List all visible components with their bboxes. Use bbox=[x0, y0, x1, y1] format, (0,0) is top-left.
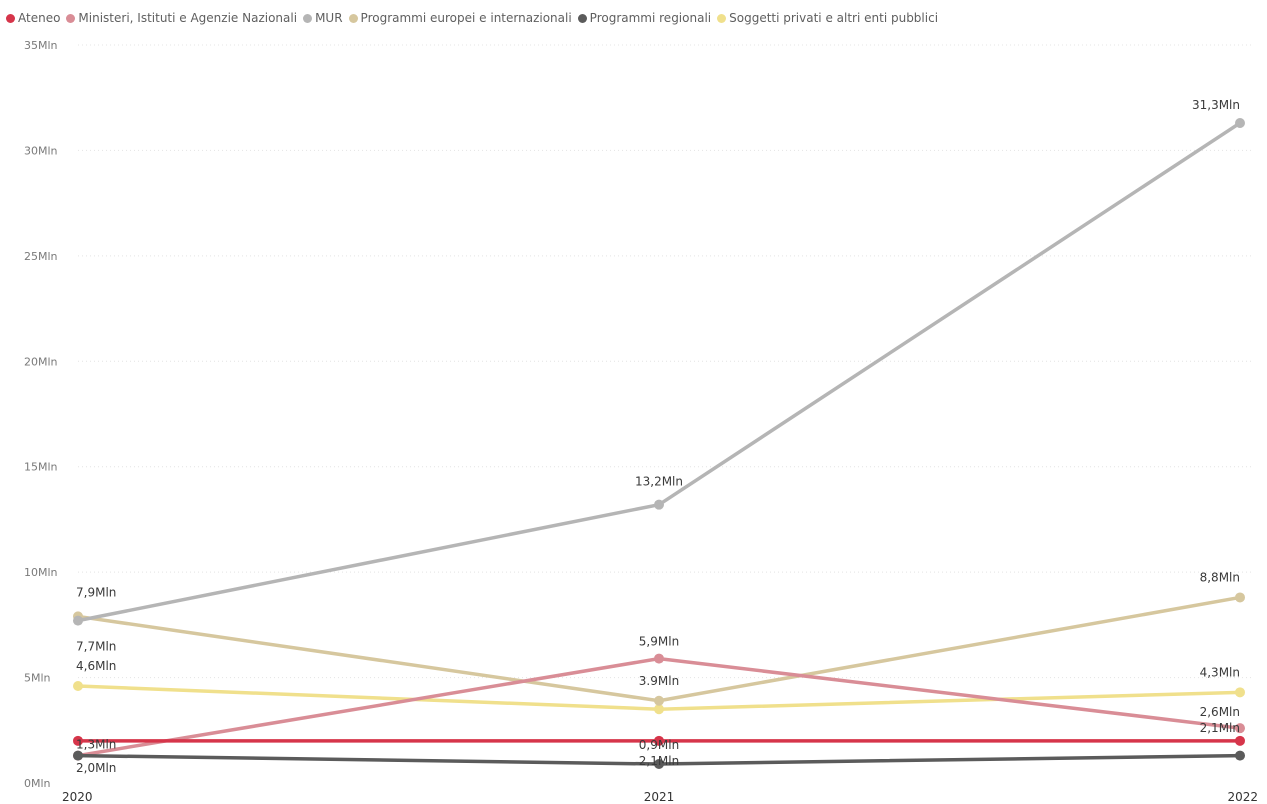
legend-marker bbox=[348, 13, 358, 23]
legend-marker bbox=[66, 13, 76, 23]
legend-label: Programmi europei e internazionali bbox=[360, 11, 572, 25]
data-label-layer: 2,0Mln 2,1Mln 2,1Mln 1,3Mln 5,9Mln 2,6Mln 7,7M… bbox=[76, 98, 1240, 775]
legend-item[interactable]: Ministeri, Istituti e Agenzie Nazionali bbox=[66, 11, 297, 25]
data-label: 2,1Mln bbox=[639, 754, 679, 768]
legend-label: Ateneo bbox=[18, 11, 61, 25]
x-tick-label: 2021 bbox=[644, 790, 675, 804]
data-point[interactable] bbox=[654, 695, 664, 706]
series-2 bbox=[73, 118, 1245, 626]
data-label: 4,3Mln bbox=[1200, 665, 1240, 679]
y-tick-label: 5Mln bbox=[24, 672, 51, 685]
legend-item[interactable]: Ateneo bbox=[6, 11, 60, 25]
data-point[interactable] bbox=[1235, 592, 1245, 603]
data-point[interactable] bbox=[73, 615, 83, 626]
data-point[interactable] bbox=[654, 704, 664, 715]
data-label: 31,3Mln bbox=[1192, 98, 1240, 112]
series-0 bbox=[73, 735, 1245, 746]
legend-label: Programmi regionali bbox=[589, 11, 712, 25]
x-tick-label: 2020 bbox=[62, 790, 93, 804]
y-tick-label: 0Mln bbox=[24, 777, 51, 790]
y-tick-label: 20Mln bbox=[24, 355, 58, 368]
data-point[interactable] bbox=[654, 653, 664, 664]
legend-item[interactable]: Programmi regionali bbox=[577, 11, 712, 25]
data-label: 3.9Mln bbox=[639, 674, 679, 688]
data-point[interactable] bbox=[654, 499, 664, 510]
series-4 bbox=[73, 750, 1245, 770]
y-tick-label: 25Mln bbox=[24, 250, 58, 263]
data-label: 13,2Mln bbox=[635, 475, 683, 489]
data-point[interactable] bbox=[73, 735, 83, 746]
x-tick-label: 2022 bbox=[1227, 790, 1258, 804]
legend-label: MUR bbox=[315, 11, 343, 25]
data-label: 2,6Mln bbox=[1200, 705, 1240, 719]
data-label: 2,1Mln bbox=[1200, 721, 1240, 735]
data-point[interactable] bbox=[1235, 118, 1245, 129]
y-tick-label: 15Mln bbox=[24, 461, 58, 474]
data-label: 4,6Mln bbox=[76, 659, 116, 673]
data-point[interactable] bbox=[1235, 723, 1245, 734]
legend-item[interactable]: MUR bbox=[303, 11, 343, 25]
data-point[interactable] bbox=[1235, 750, 1245, 761]
series-layer bbox=[73, 118, 1245, 770]
series-3 bbox=[73, 592, 1245, 706]
data-label: 2,0Mln bbox=[76, 761, 116, 775]
legend-item[interactable]: Programmi europei e internazionali bbox=[348, 11, 572, 25]
data-point[interactable] bbox=[73, 750, 83, 761]
legend-label: Ministeri, Istituti e Agenzie Nazionali bbox=[78, 11, 298, 25]
data-label: 7,9Mln bbox=[76, 585, 116, 599]
y-tick-label: 10Mln bbox=[24, 566, 58, 579]
y-tick-label: 30Mln bbox=[24, 144, 58, 157]
series-5 bbox=[73, 681, 1245, 715]
data-point[interactable] bbox=[73, 681, 83, 692]
y-tick-label: 35Mln bbox=[24, 39, 58, 52]
data-point[interactable] bbox=[1235, 735, 1245, 746]
legend-marker bbox=[577, 13, 587, 23]
legend-marker bbox=[303, 13, 313, 23]
data-point[interactable] bbox=[654, 759, 664, 770]
data-point[interactable] bbox=[654, 735, 664, 746]
data-label: 8,8Mln bbox=[1200, 570, 1240, 584]
data-label: 0,9Mln bbox=[639, 738, 679, 752]
legend-marker bbox=[6, 13, 15, 23]
series-line bbox=[76, 121, 1242, 623]
chart-legend: Ateneo Ministeri, Istituti e Agenzie Nazi… bbox=[6, 8, 944, 28]
data-label: 7,7Mln bbox=[76, 640, 116, 654]
grid-layer bbox=[78, 44, 1254, 679]
data-label: 5,9Mln bbox=[639, 635, 679, 649]
legend-label: Soggetti privati e altri enti pubblici bbox=[729, 11, 939, 25]
data-label: 1,3Mln bbox=[76, 738, 116, 752]
axis-layer: 0Mln 5Mln 10Mln 15Mln 20Mln 25Mln 30Mln 35Mln 20… bbox=[24, 39, 1258, 804]
data-point[interactable] bbox=[1235, 687, 1245, 698]
legend-item[interactable]: Soggetti privati e altri enti pubblici bbox=[717, 11, 938, 25]
legend-marker bbox=[717, 13, 727, 23]
